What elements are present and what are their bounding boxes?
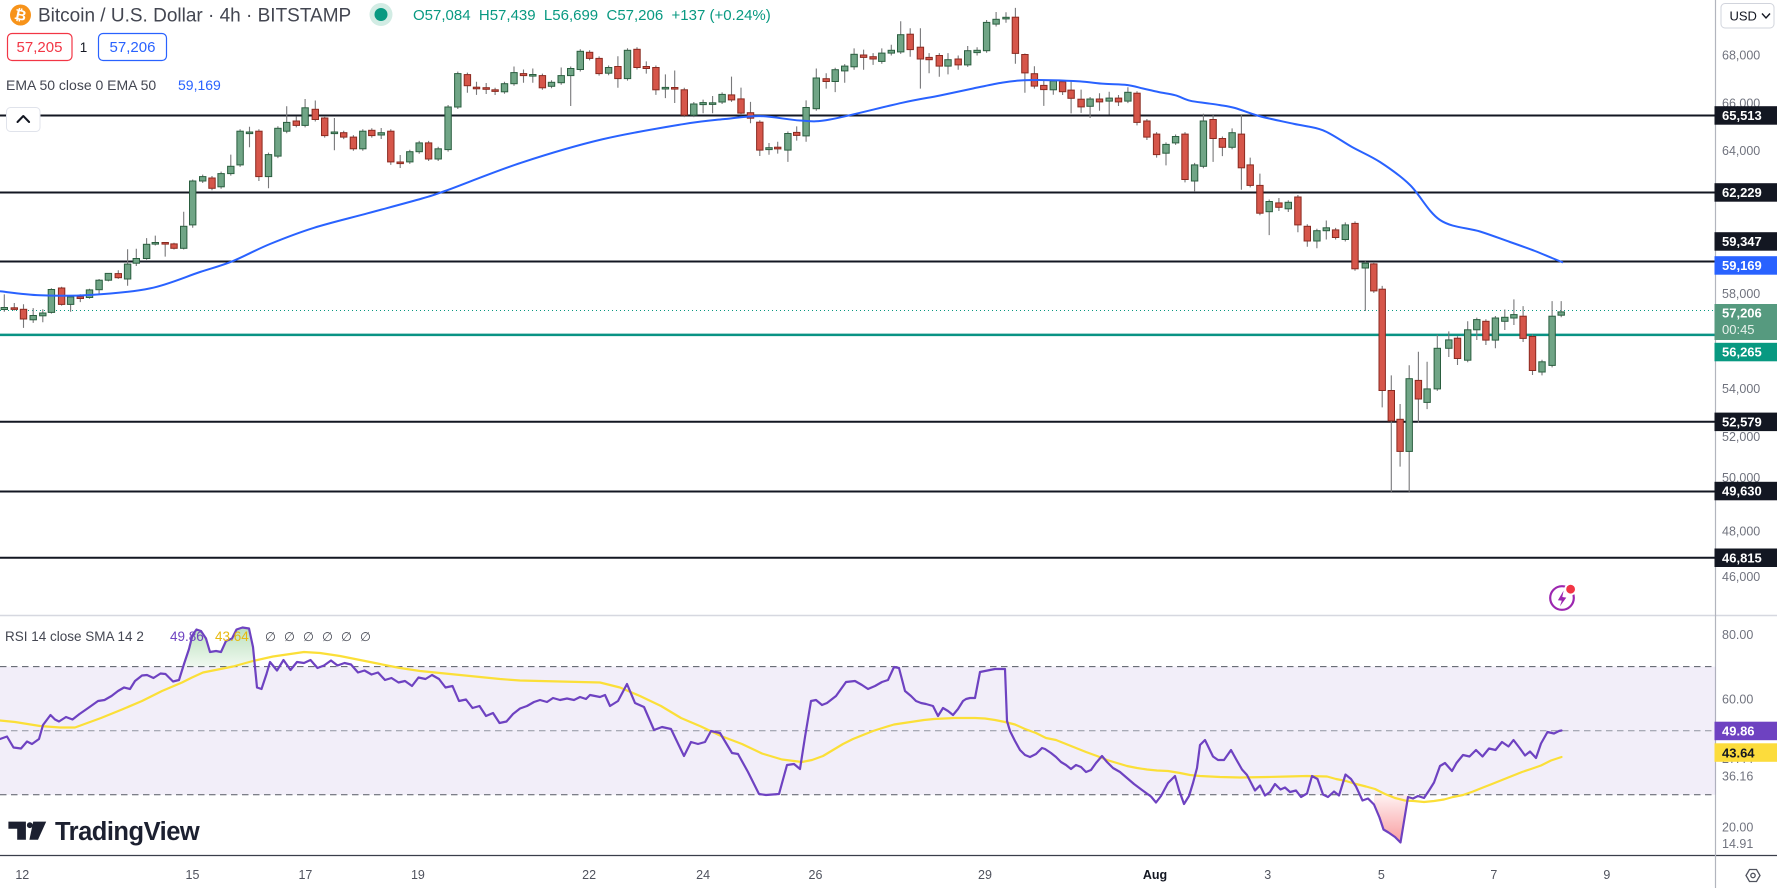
svg-text:46,000: 46,000: [1722, 570, 1760, 584]
svg-text:59,169: 59,169: [1722, 258, 1762, 273]
svg-text:Bitcoin / U.S. Dollar · 4h · B: Bitcoin / U.S. Dollar · 4h · BITSTAMP: [38, 6, 351, 27]
svg-text:80.00: 80.00: [1722, 628, 1753, 642]
svg-text:19: 19: [411, 868, 425, 882]
svg-text:43.64: 43.64: [215, 629, 249, 644]
svg-text:00:45: 00:45: [1722, 322, 1755, 337]
svg-text:29: 29: [978, 868, 992, 882]
svg-text:9: 9: [1603, 868, 1610, 882]
svg-text:49.86: 49.86: [1722, 724, 1755, 739]
svg-text:36.16: 36.16: [1722, 769, 1753, 783]
svg-text:48,000: 48,000: [1722, 524, 1760, 538]
svg-text:₿: ₿: [13, 7, 28, 25]
svg-text:43.64: 43.64: [1722, 745, 1755, 760]
svg-text:52,579: 52,579: [1722, 414, 1762, 429]
svg-text:49,630: 49,630: [1722, 484, 1762, 499]
svg-text:62,229: 62,229: [1722, 185, 1762, 200]
svg-text:46,815: 46,815: [1722, 550, 1762, 565]
svg-text:TradingView: TradingView: [55, 818, 200, 846]
svg-text:57,206: 57,206: [1722, 306, 1762, 321]
svg-text:Aug: Aug: [1143, 868, 1167, 882]
svg-text:22: 22: [582, 868, 596, 882]
svg-text:49.86: 49.86: [170, 629, 204, 644]
svg-text:20.00: 20.00: [1722, 820, 1753, 834]
svg-text:∅: ∅: [360, 630, 371, 644]
svg-text:50,000: 50,000: [1722, 471, 1760, 485]
svg-text:58,000: 58,000: [1722, 287, 1760, 301]
svg-text:52,000: 52,000: [1722, 430, 1760, 444]
svg-text:26: 26: [809, 868, 823, 882]
svg-text:∅: ∅: [284, 630, 295, 644]
svg-text:14.91: 14.91: [1722, 837, 1753, 851]
svg-text:57,206: 57,206: [110, 39, 156, 56]
svg-text:O57,084 H57,439 L56,699 C57: O57,084 H57,439 L56,699 C57,206 +137 (+0…: [413, 7, 771, 24]
svg-text:∅: ∅: [303, 630, 314, 644]
svg-text:USD: USD: [1730, 9, 1757, 24]
svg-text:EMA 50 close 0 EMA 50: EMA 50 close 0 EMA 50: [6, 77, 156, 93]
svg-text:60.00: 60.00: [1722, 692, 1753, 706]
svg-text:7: 7: [1490, 868, 1497, 882]
svg-text:∅: ∅: [341, 630, 352, 644]
svg-text:54,000: 54,000: [1722, 382, 1760, 396]
svg-text:5: 5: [1378, 868, 1385, 882]
svg-text:24: 24: [696, 868, 710, 882]
svg-text:RSI 14 close SMA 14 2: RSI 14 close SMA 14 2: [5, 629, 144, 644]
svg-text:68,000: 68,000: [1722, 48, 1760, 62]
svg-text:59,347: 59,347: [1722, 234, 1762, 249]
svg-text:65,513: 65,513: [1722, 108, 1762, 123]
svg-text:∅: ∅: [322, 630, 333, 644]
svg-text:59,169: 59,169: [178, 77, 221, 93]
svg-text:1: 1: [80, 40, 88, 55]
svg-text:15: 15: [186, 868, 200, 882]
svg-text:12: 12: [15, 868, 29, 882]
svg-text:∅: ∅: [265, 630, 276, 644]
svg-text:17: 17: [298, 868, 312, 882]
svg-text:57,205: 57,205: [17, 39, 63, 56]
svg-text:56,265: 56,265: [1722, 345, 1762, 360]
svg-text:64,000: 64,000: [1722, 144, 1760, 158]
svg-text:3: 3: [1264, 868, 1271, 882]
